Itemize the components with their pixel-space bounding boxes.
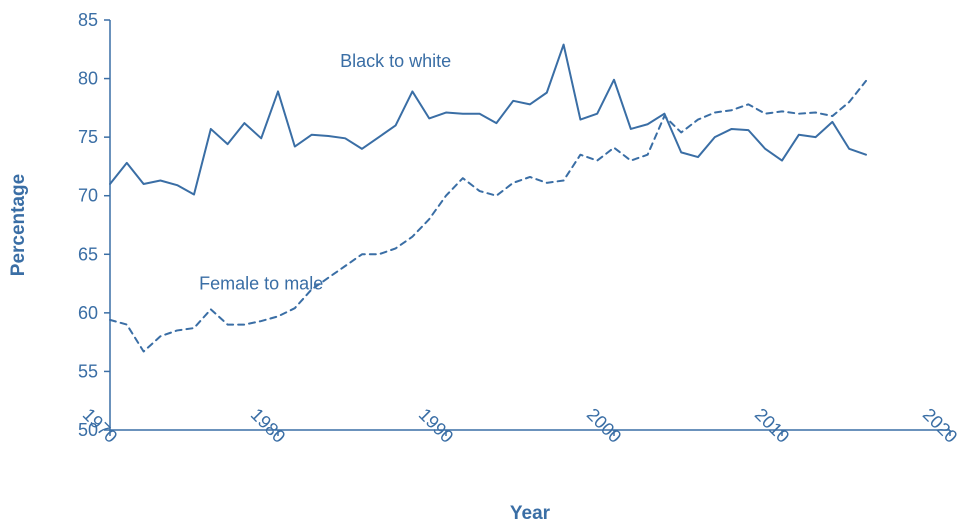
y-tick-label: 55 xyxy=(78,361,98,381)
x-tick-label: 2020 xyxy=(919,404,961,446)
x-axis-label: Year xyxy=(510,503,551,524)
x-tick-label: 1990 xyxy=(415,404,457,446)
series-female-to-male xyxy=(110,81,866,352)
series-label: Black to white xyxy=(340,51,451,71)
chart-container: 5055606570758085197019801990200020102020… xyxy=(0,0,976,531)
x-tick-label: 2000 xyxy=(583,404,625,446)
x-tick-label: 2010 xyxy=(751,404,793,446)
y-tick-label: 85 xyxy=(78,10,98,30)
line-chart: 5055606570758085197019801990200020102020… xyxy=(0,0,976,531)
y-axis-label: Percentage xyxy=(8,174,29,276)
y-tick-label: 60 xyxy=(78,303,98,323)
series-label: Female to male xyxy=(199,273,323,293)
y-tick-label: 70 xyxy=(78,186,98,206)
y-tick-label: 65 xyxy=(78,244,98,264)
y-tick-label: 75 xyxy=(78,127,98,147)
x-tick-label: 1980 xyxy=(247,404,289,446)
series-black-to-white xyxy=(110,45,866,195)
y-tick-label: 80 xyxy=(78,69,98,89)
